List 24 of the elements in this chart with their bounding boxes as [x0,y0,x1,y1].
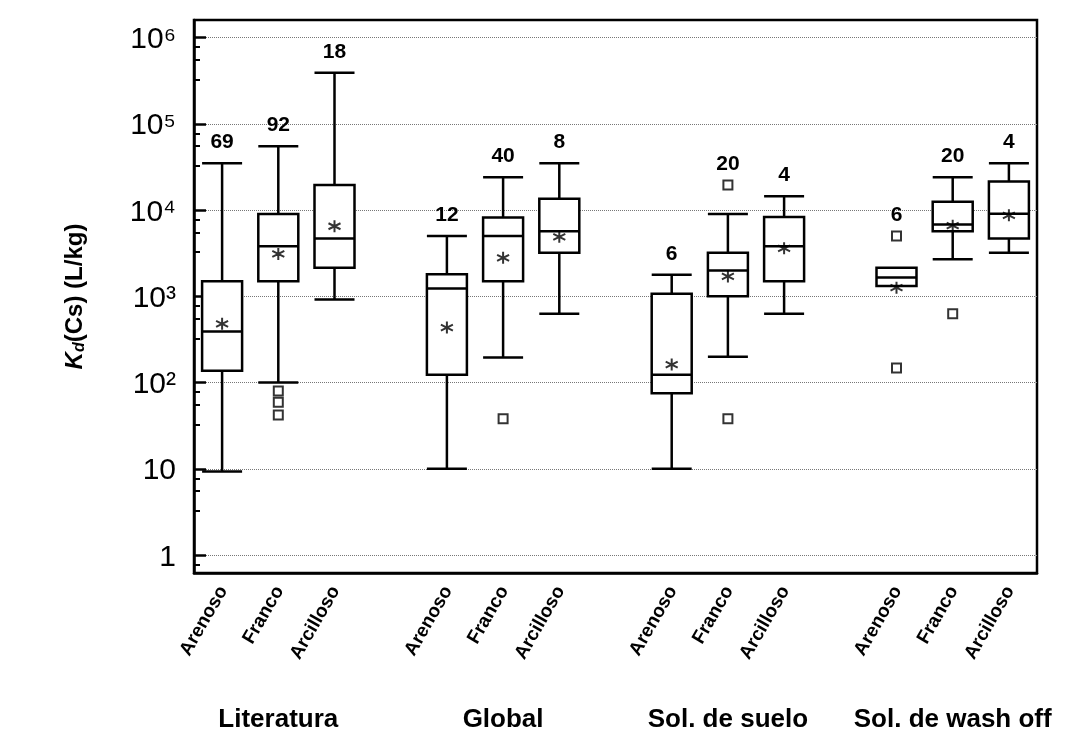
annotation: 4 [778,162,791,186]
y-tick-label: 10⁴ [129,193,176,227]
y-tick-label: 10⁵ [130,107,176,141]
annotation: 18 [322,38,347,62]
annotation: 4 [1003,129,1016,153]
text: Literatura [218,703,339,733]
annotation: 20 [941,143,965,167]
annotation: 12 [435,202,459,226]
annotation: 20 [716,151,740,175]
y-tick-label: 10⁶ [130,21,176,55]
annotation: 6 [890,202,903,226]
y-tick-label: 10³ [132,279,177,313]
text: Sol. de wash off [853,703,1052,733]
annotation: 8 [553,129,566,153]
text: Sol. de suelo [647,703,809,733]
y-tick-label: 1 [159,538,176,572]
annotation: 40 [491,143,515,167]
y-tick-label: 10 [142,452,176,486]
annotation: 6 [665,240,678,264]
y-tick-label: 10² [132,366,177,400]
y-axis-title: Kd(Cs) (L/kg) [59,223,87,370]
annotation: 69 [210,129,234,153]
text: Global [462,703,544,733]
annotation: 92 [266,112,290,136]
